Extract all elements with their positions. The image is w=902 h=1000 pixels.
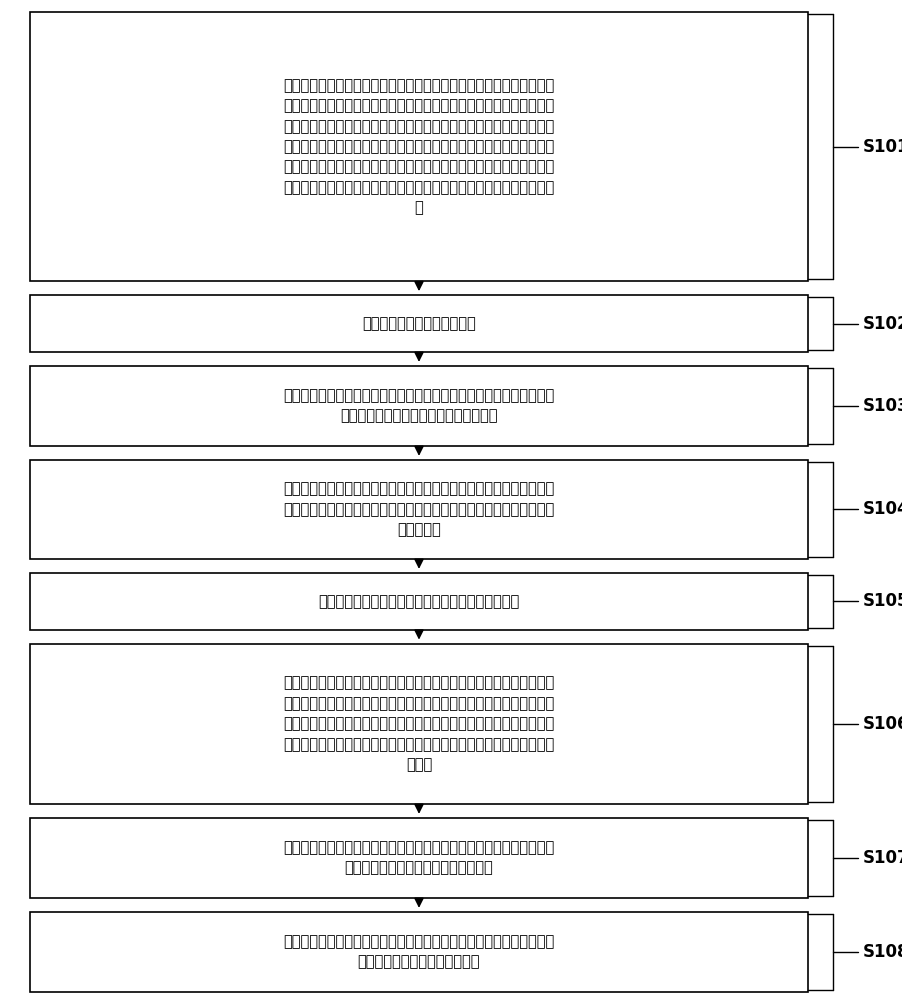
Text: S106: S106 bbox=[861, 715, 902, 733]
Bar bbox=[30, 644, 807, 804]
Bar bbox=[30, 366, 807, 446]
Text: 反复刻蚀层间介质层和多晶硅层，并减薄第二光刻胶层若干次，使台阶
区的控制栅层内的若干层多晶硅层的尺寸，自最底层的多晶硅层至最顶
层的多晶硅层由下至上逐层递减形成: 反复刻蚀层间介质层和多晶硅层，并减薄第二光刻胶层若干次，使台阶 区的控制栅层内的… bbox=[283, 675, 554, 772]
Text: 提供半导体衬底，半导体衬底表面依次具有隔离层、底层选择栅、底层
介质层和控制栅层，所述半导体衬底包括阵列区和台阶区，且所述台阶
区位于阵列区两侧；贯穿所述阵列区: 提供半导体衬底，半导体衬底表面依次具有隔离层、底层选择栅、底层 介质层和控制栅层… bbox=[283, 78, 554, 215]
Bar bbox=[30, 573, 807, 630]
Text: S104: S104 bbox=[861, 500, 902, 518]
Text: 在所述硬掩膜层表面形成第一光刻胶层，以第一光刻胶层为掩膜去除阵
列区与台阶区以外的控制栅层和硬掩膜层: 在所述硬掩膜层表面形成第一光刻胶层，以第一光刻胶层为掩膜去除阵 列区与台阶区以外… bbox=[283, 388, 554, 424]
Text: S108: S108 bbox=[861, 943, 902, 961]
Bar bbox=[30, 12, 807, 281]
Text: S105: S105 bbox=[861, 592, 902, 610]
Bar bbox=[30, 912, 807, 992]
Text: S102: S102 bbox=[861, 315, 902, 333]
Text: 在硬掩膜层和第一层间介质层表面形成第二光刻胶层: 在硬掩膜层和第一层间介质层表面形成第二光刻胶层 bbox=[318, 594, 519, 609]
Bar bbox=[30, 460, 807, 559]
Text: S107: S107 bbox=[861, 849, 902, 867]
Bar bbox=[30, 818, 807, 898]
Text: 在台阶区的控制栅层表面形成绝缘层，形成贯穿所述绝缘层厚度的连接
插塞，分别与若干层多晶硅层分别连接: 在台阶区的控制栅层表面形成绝缘层，形成贯穿所述绝缘层厚度的连接 插塞，分别与若干… bbox=[283, 840, 554, 876]
Text: 去除台阶区的第一光刻胶层和硬掩膜层直至暴露出第一层间介质层为止
，所述第一层间介质层为控制栅层内最顶层的介质层，去除阵列区的第
一光刻胶层: 去除台阶区的第一光刻胶层和硬掩膜层直至暴露出第一层间介质层为止 ，所述第一层间介… bbox=[283, 481, 554, 537]
Bar bbox=[30, 295, 807, 352]
Text: 在绝缘层和连接插塞表面形成若干连接线，所述若干连接线分别通过若
干连接插塞与若干多晶硅层连接: 在绝缘层和连接插塞表面形成若干连接线，所述若干连接线分别通过若 干连接插塞与若干… bbox=[283, 934, 554, 970]
Text: S101: S101 bbox=[861, 138, 902, 156]
Text: S103: S103 bbox=[861, 397, 902, 415]
Text: 在控制栅层表面形成硬掩膜层: 在控制栅层表面形成硬掩膜层 bbox=[362, 316, 475, 331]
